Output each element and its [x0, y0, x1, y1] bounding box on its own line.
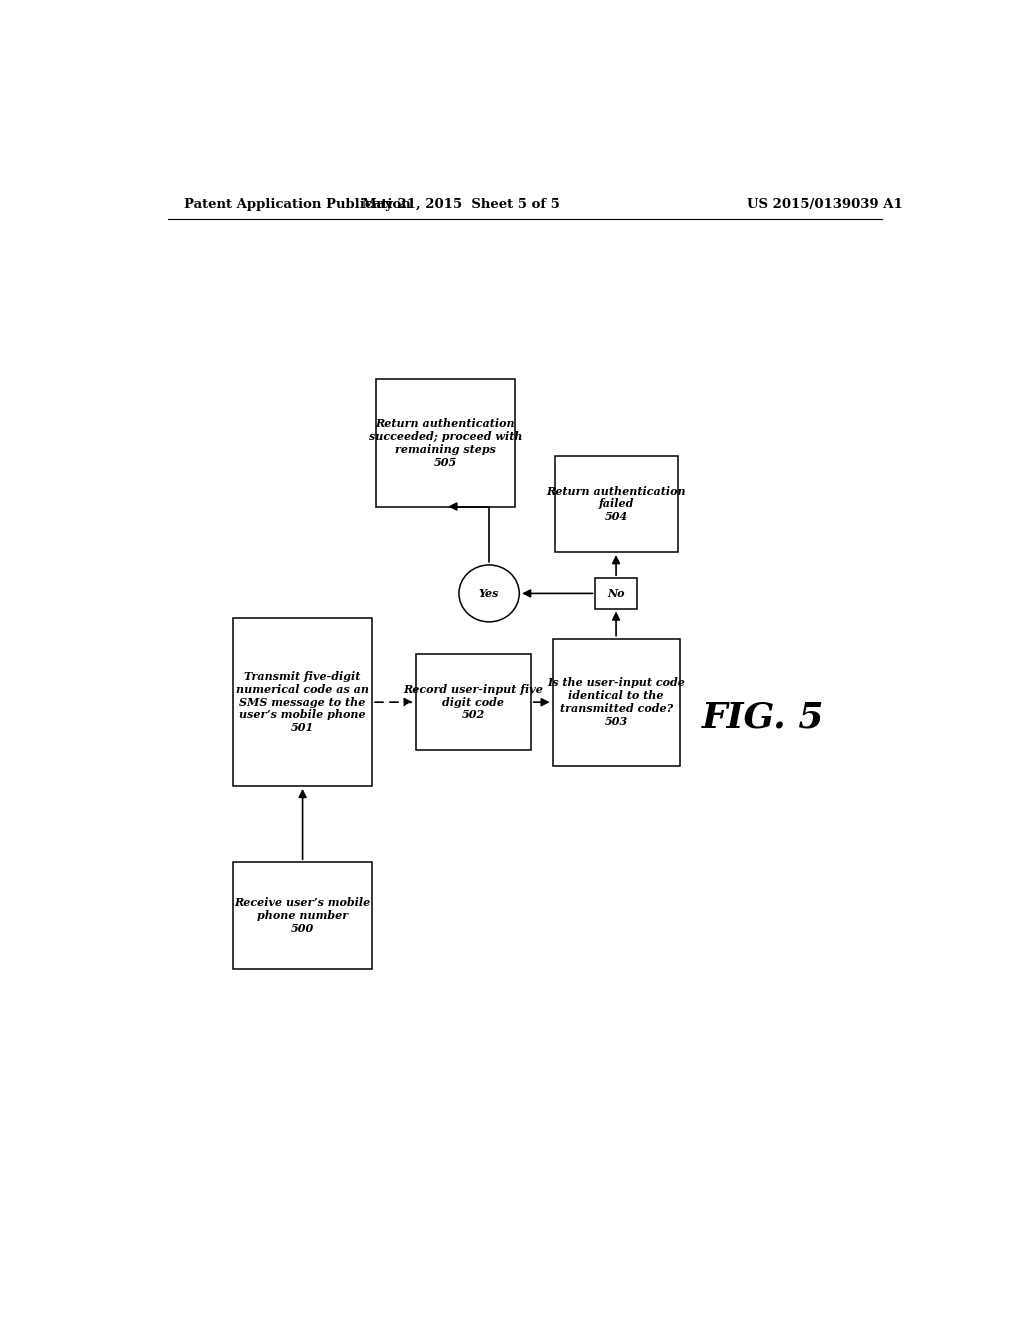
Text: Return authentication
failed
504: Return authentication failed 504: [546, 486, 686, 523]
FancyBboxPatch shape: [233, 862, 372, 969]
Text: Patent Application Publication: Patent Application Publication: [183, 198, 411, 211]
Text: FIG. 5: FIG. 5: [701, 701, 824, 734]
Text: Return authentication
succeeded; proceed with
remaining steps
505: Return authentication succeeded; proceed…: [369, 418, 522, 467]
Text: Transmit five-digit
numerical code as an
SMS message to the
user’s mobile phone
: Transmit five-digit numerical code as an…: [237, 671, 369, 734]
FancyBboxPatch shape: [233, 618, 372, 785]
FancyBboxPatch shape: [376, 379, 515, 507]
Text: No: No: [607, 587, 625, 599]
FancyBboxPatch shape: [555, 455, 678, 552]
Text: Receive user’s mobile
phone number
500: Receive user’s mobile phone number 500: [234, 898, 371, 935]
FancyBboxPatch shape: [595, 578, 637, 609]
FancyBboxPatch shape: [553, 639, 680, 766]
FancyBboxPatch shape: [416, 653, 530, 751]
Text: May 21, 2015  Sheet 5 of 5: May 21, 2015 Sheet 5 of 5: [362, 198, 560, 211]
Ellipse shape: [459, 565, 519, 622]
Text: Is the user-input code
identical to the
transmitted code?
503: Is the user-input code identical to the …: [547, 677, 685, 727]
Text: Yes: Yes: [479, 587, 500, 599]
Text: US 2015/0139039 A1: US 2015/0139039 A1: [748, 198, 903, 211]
Text: Record user-input five
digit code
502: Record user-input five digit code 502: [403, 684, 543, 721]
